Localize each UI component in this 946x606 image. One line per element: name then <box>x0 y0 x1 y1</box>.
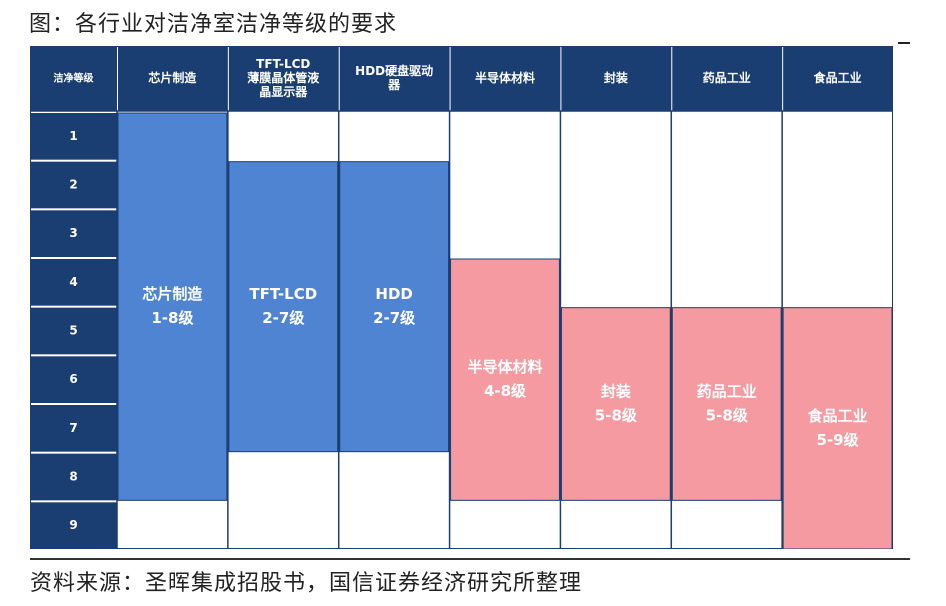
range-bar-4 <box>560 307 671 501</box>
corner-dash <box>898 42 910 44</box>
level-cell-1 <box>30 113 117 160</box>
header-text-4-0: 封装 <box>604 70 628 85</box>
header-text-1-0: TFT-LCD <box>256 57 310 71</box>
bar-label-6-1: 5-9级 <box>817 431 860 449</box>
range-bar-1 <box>228 161 339 453</box>
bottom-rule <box>30 558 910 560</box>
bar-label-2-1: 2-7级 <box>373 309 416 327</box>
page-title: 图：各行业对洁净室洁净等级的要求 <box>29 12 398 37</box>
header-cell-3 <box>450 46 561 111</box>
header-cell-0 <box>118 46 228 111</box>
range-bar-0 <box>117 112 228 501</box>
header-cell-2 <box>339 46 450 111</box>
header-text-5-0: 药品工业 <box>703 70 751 85</box>
level-cell-4 <box>30 259 117 306</box>
header-text-3-0: 半导体材料 <box>475 70 535 85</box>
level-cell-6 <box>30 356 117 403</box>
header-cell-1 <box>228 46 339 111</box>
level-cell-8 <box>30 453 117 501</box>
level-label-1: 1 <box>69 129 77 143</box>
header-cell-4 <box>561 46 672 111</box>
header-text-2-1: 器 <box>387 78 401 92</box>
header-text-6-0: 食品工业 <box>813 70 862 85</box>
level-label-3: 3 <box>69 226 77 240</box>
header-text-1-1: 薄膜晶体管液 <box>247 70 319 85</box>
bar-label-0-0: 芯片制造 <box>142 285 202 303</box>
bar-label-3-1: 4-8级 <box>484 382 527 400</box>
header-text-level: 洁净等级 <box>54 72 95 85</box>
header-text-2-0: HDD硬盘驱动 <box>355 63 433 78</box>
range-bar-3 <box>450 258 560 501</box>
level-cell-2 <box>30 161 117 209</box>
range-bar-2 <box>339 161 450 453</box>
level-cell-3 <box>30 210 117 257</box>
bar-label-4-0: 封装 <box>601 383 632 401</box>
level-label-7: 7 <box>69 421 77 435</box>
level-cell-5 <box>30 307 117 355</box>
bar-label-5-1: 5-8级 <box>706 407 749 425</box>
level-label-4: 4 <box>69 275 77 289</box>
cleanroom-table: 洁净等级 芯片制造 TFT-LCD 薄膜晶体管液 晶显示器 HDD硬盘驱动器半导体材料 封装… <box>29 45 894 550</box>
level-cell-7 <box>30 405 117 452</box>
bar-label-6-0: 食品工业 <box>808 407 868 425</box>
header-cell-level <box>30 46 117 111</box>
bar-label-3-0: 半导体材料 <box>467 358 542 376</box>
level-label-9: 9 <box>69 518 77 532</box>
header-text-0-0: 芯片制造 <box>148 70 197 85</box>
bar-label-1-1: 2-7级 <box>262 309 305 327</box>
level-label-2: 2 <box>69 178 77 192</box>
bar-label-2-0: HDD <box>375 285 412 303</box>
header-cell-5 <box>672 46 783 111</box>
bar-label-5-0: 药品工业 <box>697 383 757 401</box>
level-cell-9 <box>30 502 117 549</box>
source-note: 资料来源：圣晖集成招股书，国信证券经济研究所整理 <box>30 571 583 596</box>
bar-label-1-0: TFT-LCD <box>249 285 317 303</box>
range-bar-5 <box>671 307 782 501</box>
level-label-6: 6 <box>69 372 77 386</box>
header-cell-6 <box>783 46 893 111</box>
header-text-1-2: 晶显示器 <box>259 84 308 99</box>
bar-label-4-1: 5-8级 <box>595 407 638 425</box>
level-label-5: 5 <box>69 324 77 338</box>
bar-label-0-1: 1-8级 <box>151 309 194 327</box>
level-label-8: 8 <box>69 470 77 484</box>
range-bar-6 <box>782 307 893 550</box>
